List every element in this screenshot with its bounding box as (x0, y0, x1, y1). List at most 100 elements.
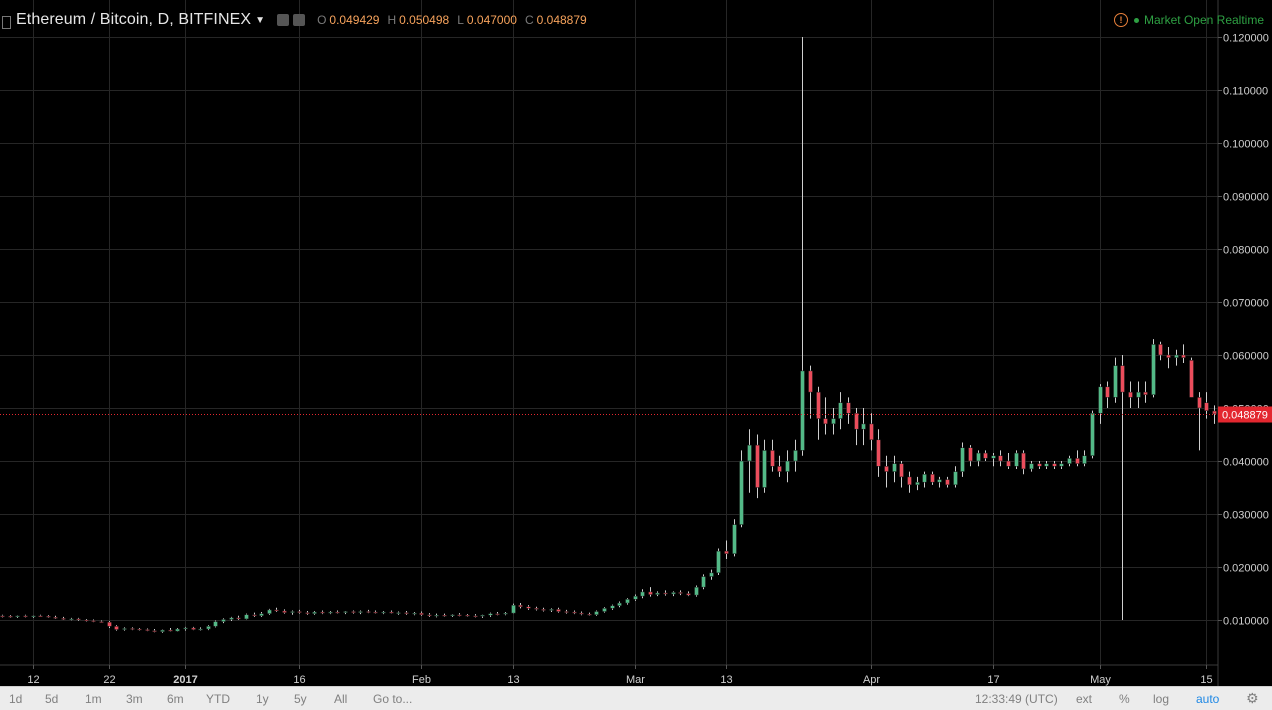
candle-body (23, 615, 28, 618)
candle (175, 627, 180, 632)
candle (343, 610, 348, 615)
gear-square-icon[interactable] (293, 14, 306, 26)
chevron-down-icon[interactable]: ▼ (255, 14, 266, 26)
candle-body (541, 609, 546, 611)
auto-toggle[interactable]: auto (1196, 692, 1220, 706)
candle (358, 610, 363, 615)
panel-toggle-icon[interactable] (2, 16, 11, 29)
candle (511, 603, 516, 614)
candle-body (1158, 344, 1163, 356)
candle-body (8, 616, 13, 618)
ext-toggle[interactable]: ext (1076, 692, 1093, 706)
log-toggle[interactable]: log (1153, 692, 1170, 706)
candle (1143, 381, 1148, 403)
gear-icon[interactable]: ⚙ (1246, 690, 1259, 706)
candle-body (305, 612, 310, 614)
candle (785, 450, 790, 483)
candle (709, 569, 714, 580)
candle-body (69, 618, 74, 621)
candle-body (968, 447, 973, 462)
candle (945, 476, 950, 488)
candle (23, 614, 28, 618)
candle (1098, 384, 1103, 424)
range-button-1d[interactable]: 1d (9, 692, 23, 706)
candle (434, 613, 439, 618)
candle (419, 611, 424, 616)
candle-body (191, 627, 196, 630)
range-button-ytd[interactable]: YTD (206, 692, 230, 706)
candle-body (1136, 391, 1141, 398)
candle (755, 434, 760, 499)
candle-body (130, 628, 135, 630)
candle-body (1029, 463, 1034, 470)
market-status[interactable]: ! Market Open Realtime (1113, 13, 1264, 27)
candle-body (534, 608, 539, 610)
candle (1082, 450, 1087, 467)
x-tick-label: 13 (720, 674, 732, 686)
candle-body (556, 609, 561, 612)
candle (473, 614, 478, 618)
symbol-title[interactable]: Ethereum / Bitcoin, D, BITFINEX (16, 11, 252, 28)
range-button-5y[interactable]: 5y (294, 692, 307, 706)
candle (84, 618, 89, 622)
candle (953, 466, 958, 488)
candle (53, 615, 58, 619)
candle (1105, 381, 1110, 408)
range-button-1m[interactable]: 1m (85, 692, 102, 706)
y-tick-label: 0.090000 (1223, 192, 1269, 204)
range-button-3m[interactable]: 3m (126, 692, 143, 706)
candle-body (267, 609, 272, 614)
candle (922, 471, 927, 488)
candle-body (366, 611, 371, 613)
range-button-6m[interactable]: 6m (167, 692, 184, 706)
ohlc-low-label: L (457, 13, 464, 27)
settings-square-icon[interactable] (277, 14, 290, 26)
ohlc-low-value: 0.047000 (466, 13, 517, 27)
range-button-all[interactable]: All (334, 692, 348, 706)
range-button-1y[interactable]: 1y (256, 692, 269, 706)
candle-body (312, 611, 317, 614)
candle-body (640, 591, 645, 597)
alert-clock-icon[interactable]: ! (1113, 13, 1128, 27)
x-tick-label: 22 (103, 674, 115, 686)
candle (518, 603, 523, 609)
candle (76, 617, 81, 622)
candle-body (1174, 354, 1179, 358)
candle-body (663, 592, 668, 595)
status-dot-icon (1133, 17, 1139, 23)
candle-body (953, 471, 958, 486)
percent-toggle[interactable]: % (1119, 692, 1130, 706)
range-button-5d[interactable]: 5d (45, 692, 59, 706)
candle-body (442, 614, 447, 617)
goto-button[interactable]: Go to... (373, 692, 413, 706)
candle (168, 627, 173, 632)
candle-body (84, 619, 89, 622)
candle (267, 608, 272, 615)
candle (1059, 461, 1064, 469)
candle (716, 548, 721, 575)
candle (366, 609, 371, 614)
price-chart[interactable]: 0.0100000.0200000.0300000.0400000.050000… (0, 0, 1272, 686)
candle-body (229, 617, 234, 620)
candle-body (1143, 391, 1148, 396)
candle-body (1204, 402, 1209, 411)
candle-body (998, 455, 1003, 462)
candle-body (861, 423, 866, 430)
candle-body (1105, 386, 1110, 398)
candle-body (335, 611, 340, 614)
candle-body (1059, 463, 1064, 467)
candle-body (53, 617, 58, 619)
candle-body (937, 479, 942, 483)
range-toolbar: 1d 5d 1m 3m 6m YTD 1y 5y All Go to... 12… (0, 686, 1272, 710)
y-tick-label: 0.060000 (1223, 351, 1269, 363)
candle-body (137, 628, 142, 631)
candle (15, 615, 20, 618)
price-axis[interactable]: 0.0100000.0200000.0300000.0400000.050000… (1218, 33, 1269, 628)
candle-body (381, 611, 386, 614)
candle-body (854, 413, 859, 430)
candle-body (724, 550, 729, 554)
candle (655, 591, 660, 597)
candle (854, 408, 859, 446)
candle (831, 408, 836, 435)
time-axis[interactable]: 12 22 2017 16 Feb 13 Mar 13 Apr 17 May 15 (27, 665, 1213, 686)
